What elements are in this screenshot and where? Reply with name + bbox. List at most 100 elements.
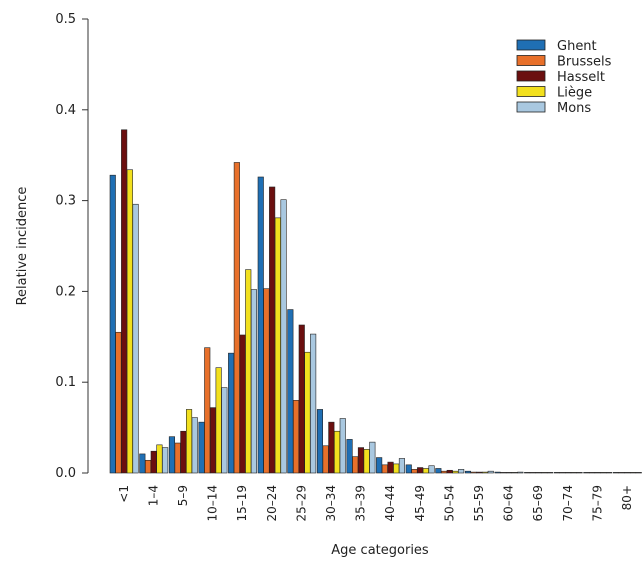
- bar-lige-11: [453, 471, 459, 473]
- bar-mons-10: [429, 466, 435, 473]
- bar-ghent-7: [317, 409, 323, 473]
- bar-brussels-14: [530, 472, 536, 473]
- bar-lige-14: [542, 472, 548, 473]
- bar-ghent-12: [465, 471, 471, 473]
- bar-hasselt-7: [329, 422, 335, 473]
- x-tick-label: 45–49: [413, 485, 427, 522]
- bars: [110, 130, 642, 473]
- x-tick-label: 70–74: [561, 485, 575, 522]
- bar-ghent-9: [376, 458, 382, 473]
- bar-lige-15: [571, 472, 577, 473]
- legend-label: Brussels: [557, 55, 612, 70]
- y-tick-label: 0.0: [55, 466, 76, 481]
- y-tick-label: 0.1: [55, 375, 76, 390]
- bar-ghent-10: [406, 465, 412, 473]
- legend-label: Mons: [557, 101, 591, 116]
- legend-swatch: [517, 71, 545, 81]
- bar-brussels-16: [589, 472, 595, 473]
- bar-mons-12: [488, 471, 494, 473]
- bar-mons-0: [133, 204, 139, 473]
- bar-brussels-2: [175, 443, 181, 473]
- bar-ghent-16: [584, 472, 590, 473]
- legend-swatch: [517, 40, 545, 50]
- bar-hasselt-3: [210, 408, 216, 473]
- bar-hasselt-8: [358, 448, 364, 473]
- bar-ghent-1: [140, 454, 146, 473]
- bar-mons-2: [192, 418, 198, 473]
- bar-hasselt-11: [447, 470, 453, 473]
- bar-hasselt-17: [625, 472, 631, 473]
- x-tick-label: 80+: [620, 485, 634, 510]
- x-tick-label: 55–59: [472, 485, 486, 522]
- bar-lige-4: [246, 270, 252, 473]
- bar-ghent-0: [110, 175, 116, 473]
- x-tick-label: 75–79: [590, 485, 604, 522]
- bar-ghent-17: [613, 472, 619, 473]
- bar-lige-8: [364, 449, 370, 473]
- y-axis: 0.0 0.1 0.2 0.3 0.4 0.5: [55, 12, 88, 481]
- x-tick-label: 15–19: [235, 485, 249, 522]
- bar-mons-9: [399, 458, 405, 473]
- x-tick-label: 25–29: [294, 485, 308, 522]
- bar-lige-9: [394, 464, 400, 473]
- bar-brussels-15: [560, 472, 566, 473]
- bar-hasselt-13: [506, 472, 512, 473]
- bar-hasselt-12: [477, 472, 483, 473]
- bar-lige-1: [157, 445, 163, 473]
- bar-mons-11: [458, 469, 464, 473]
- bar-lige-12: [482, 472, 488, 473]
- legend-swatch: [517, 56, 545, 66]
- bar-brussels-10: [412, 469, 418, 473]
- x-tick-label: 1–4: [146, 485, 160, 506]
- bar-brussels-8: [353, 457, 359, 473]
- legend-label: Liège: [557, 86, 592, 101]
- x-tick-label: 20–24: [265, 485, 279, 522]
- bar-mons-17: [636, 472, 642, 473]
- bar-brussels-7: [323, 446, 329, 473]
- x-tick-label: 5–9: [176, 485, 190, 506]
- bar-lige-0: [127, 170, 133, 473]
- x-tick-label: <1: [117, 485, 131, 503]
- bar-hasselt-2: [181, 431, 187, 473]
- bar-hasselt-16: [595, 472, 601, 473]
- bar-brussels-13: [501, 472, 507, 473]
- legend-swatch: [517, 102, 545, 112]
- bar-brussels-4: [234, 162, 240, 473]
- legend-swatch: [517, 87, 545, 97]
- y-tick-label: 0.4: [55, 103, 76, 118]
- x-axis-title: Age categories: [331, 543, 429, 558]
- bar-lige-17: [630, 472, 636, 473]
- bar-ghent-13: [495, 472, 501, 473]
- bar-brussels-5: [264, 289, 270, 473]
- bar-mons-1: [162, 448, 168, 473]
- bar-mons-4: [251, 290, 257, 473]
- bar-ghent-8: [347, 439, 353, 473]
- bar-brussels-3: [205, 348, 211, 473]
- bar-mons-15: [577, 472, 583, 473]
- x-tick-label: 65–69: [531, 485, 545, 522]
- bar-hasselt-15: [565, 472, 571, 473]
- y-tick-label: 0.3: [55, 194, 76, 209]
- bar-ghent-11: [436, 468, 442, 473]
- bar-brussels-9: [382, 465, 388, 473]
- bar-hasselt-4: [240, 335, 246, 473]
- x-tick-label: 50–54: [442, 485, 456, 522]
- y-tick-label: 0.2: [55, 284, 76, 299]
- bar-lige-3: [216, 368, 222, 473]
- legend-label: Hasselt: [557, 70, 605, 85]
- bar-mons-14: [547, 472, 553, 473]
- bar-mons-7: [340, 419, 346, 473]
- bar-brussels-1: [145, 460, 151, 473]
- bar-hasselt-9: [388, 462, 394, 473]
- bar-lige-7: [334, 431, 340, 473]
- bar-lige-16: [601, 472, 607, 473]
- y-axis-title: Relative incidence: [15, 187, 30, 306]
- y-tick-label: 0.5: [55, 12, 76, 27]
- bar-mons-13: [518, 472, 524, 473]
- bar-brussels-0: [116, 332, 122, 473]
- bar-lige-10: [423, 468, 429, 473]
- x-tick-label: 40–44: [383, 485, 397, 522]
- bar-lige-2: [186, 409, 192, 473]
- x-axis: <1 1–4 5–9 10–14 15–19 20–24 25–29 30–34 35–39 40…: [117, 485, 634, 522]
